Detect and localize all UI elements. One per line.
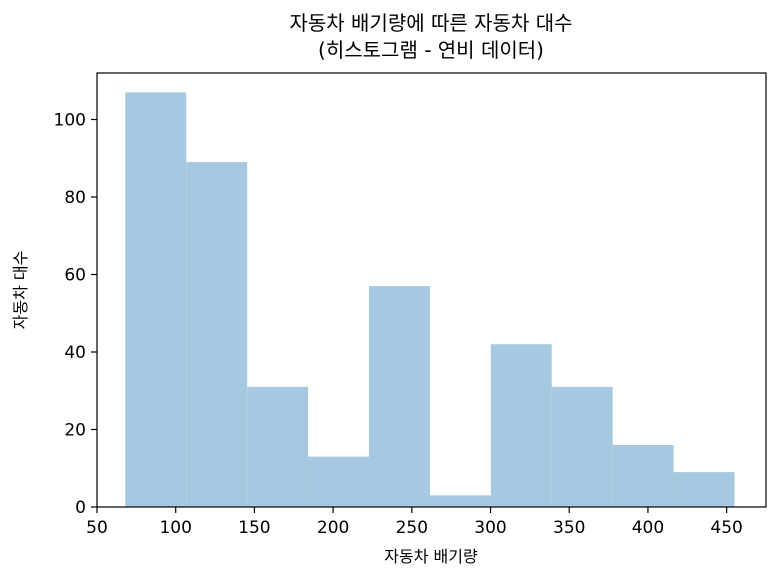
y-tick-label: 20 xyxy=(64,421,86,441)
x-tick-label: 50 xyxy=(86,518,108,538)
x-tick-label: 200 xyxy=(317,518,349,538)
plot-area-frame xyxy=(96,72,767,508)
y-axis-label: 자동차 대수 xyxy=(11,251,30,330)
y-axis-ticks: 0 20 40 60 80 100 xyxy=(54,111,97,518)
histogram-bar xyxy=(551,386,613,507)
y-tick-label: 40 xyxy=(64,343,86,363)
x-tick-label: 250 xyxy=(396,518,428,538)
x-tick-label: 300 xyxy=(474,518,506,538)
histogram-bar xyxy=(369,286,430,507)
histogram-bar xyxy=(186,162,248,507)
histogram-bar xyxy=(612,445,674,507)
x-tick-label: 150 xyxy=(238,518,270,538)
x-tick-label: 450 xyxy=(710,518,742,538)
y-tick-label: 80 xyxy=(64,188,86,208)
x-axis-label: 자동차 배기량 xyxy=(384,547,478,566)
histogram-bar xyxy=(429,495,491,507)
y-tick-label: 0 xyxy=(75,498,86,518)
chart-title-line2: (히스토그램 - 연비 데이터) xyxy=(318,38,544,62)
histogram-bar xyxy=(247,386,309,507)
chart-title-line1: 자동차 배기량에 따른 자동차 대수 xyxy=(289,11,572,35)
x-axis-ticks: 50 100 150 200 250 300 350 400 450 xyxy=(86,507,743,538)
y-tick-label: 100 xyxy=(54,111,86,131)
x-tick-label: 350 xyxy=(553,518,585,538)
bars-group xyxy=(125,92,735,507)
y-tick-label: 60 xyxy=(64,266,86,286)
x-tick-label: 400 xyxy=(632,518,664,538)
histogram-bar xyxy=(673,472,735,507)
histogram-bar xyxy=(308,456,370,507)
x-tick-label: 100 xyxy=(159,518,191,538)
histogram-bar xyxy=(490,344,552,507)
histogram-bar xyxy=(125,92,187,507)
